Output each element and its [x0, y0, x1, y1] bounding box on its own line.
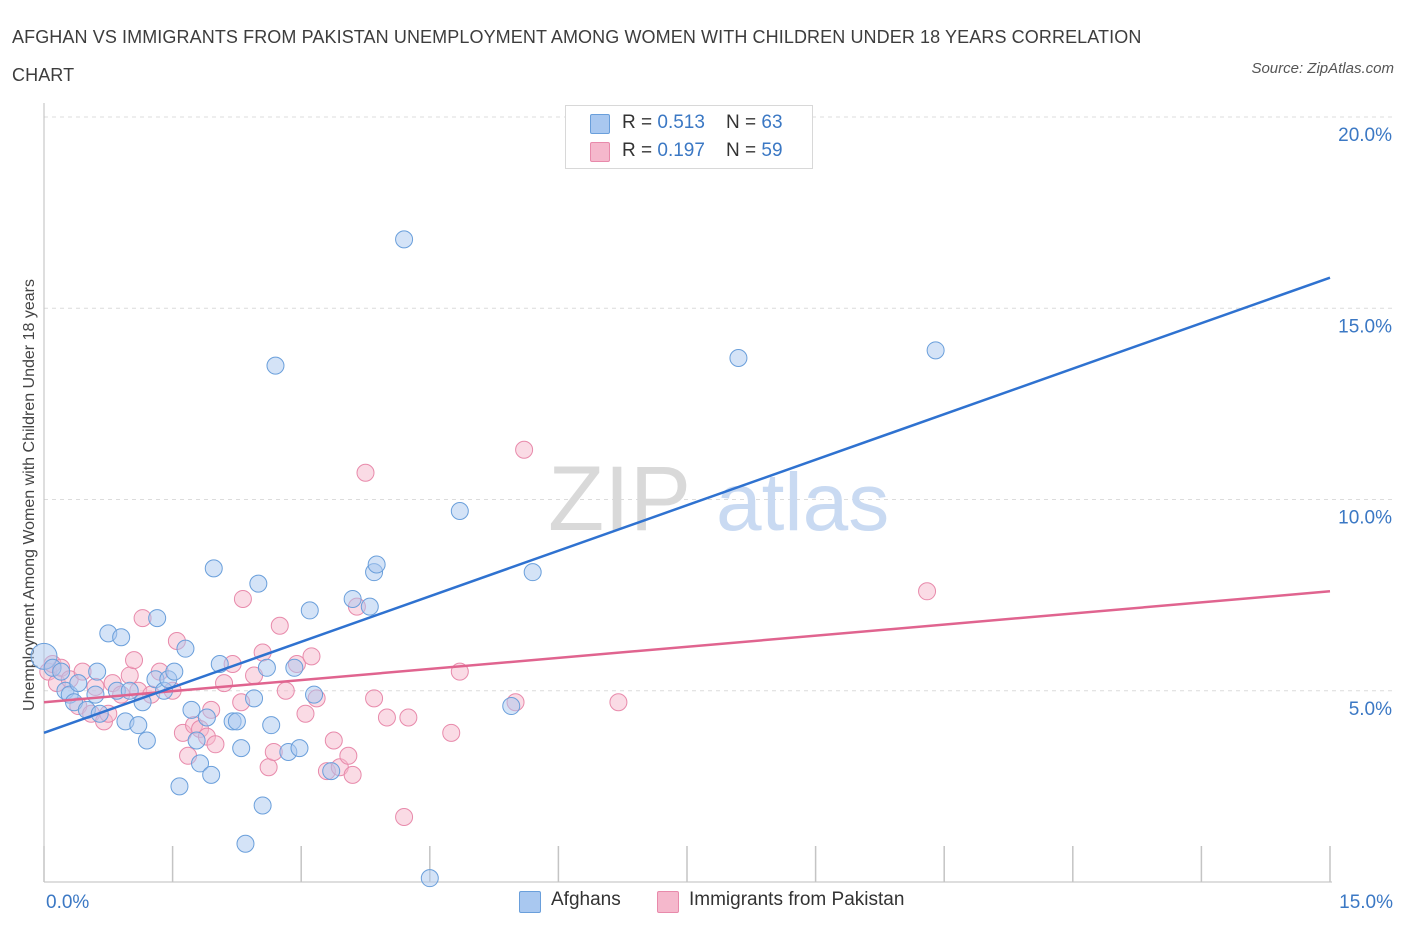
- pakistan-point: [399, 708, 418, 727]
- pakistan-point: [302, 647, 321, 666]
- y-tick-label: 5.0%: [1349, 699, 1392, 720]
- afghans-point: [322, 762, 341, 781]
- pakistan-point: [365, 689, 384, 708]
- bottom-legend-label-pakistan: Immigrants from Pakistan: [689, 889, 905, 910]
- afghans-point: [52, 662, 71, 681]
- bottom-legend-label-afghans: Afghans: [551, 889, 621, 910]
- watermark-atlas: atlas: [716, 457, 889, 548]
- pakistan-point: [206, 735, 225, 754]
- afghans-point: [420, 869, 439, 888]
- legend: R = 0.513 N = 63 R = 0.197 N = 59: [565, 105, 813, 169]
- pakistan-point: [233, 589, 252, 608]
- afghans-point: [266, 356, 285, 375]
- afghans-points: [30, 230, 945, 888]
- legend-r-value-pakistan: 0.197: [657, 140, 705, 161]
- pakistan-point: [515, 440, 534, 459]
- pakistan-point: [377, 708, 396, 727]
- source-label: Source: ZipAtlas.com: [1251, 60, 1394, 77]
- pakistan-point: [339, 746, 358, 765]
- legend-n-label: N =: [726, 140, 762, 161]
- afghans-point: [197, 708, 216, 727]
- afghans-point: [360, 597, 379, 616]
- y-tick-label: 10.0%: [1338, 508, 1392, 529]
- afghans-point: [300, 601, 319, 620]
- afghans-point: [232, 739, 251, 758]
- pakistan-point: [395, 807, 414, 826]
- afghans-point: [227, 712, 246, 731]
- afghans-point: [187, 731, 206, 750]
- afghans-point: [129, 716, 148, 735]
- y-tick-label: 15.0%: [1338, 316, 1392, 337]
- tick-label-layer: 5.0% 10.0% 15.0% 20.0% 0.0% 15.0%: [46, 125, 1393, 913]
- trend-layer: [43, 276, 1331, 735]
- legend-n-value-pakistan: 59: [761, 140, 783, 161]
- afghans-point: [523, 563, 542, 582]
- x-tick-label: 15.0%: [1339, 892, 1393, 913]
- afghans-point: [926, 341, 945, 360]
- afghans-point: [502, 697, 521, 716]
- afghans-point: [249, 574, 268, 593]
- axis-layer: [43, 103, 1332, 883]
- chart-title: AFGHAN VS IMMIGRANTS FROM PAKISTAN UNEMP…: [12, 27, 1142, 85]
- afghans-point: [182, 700, 201, 719]
- pakistan-point: [356, 463, 375, 482]
- x-tick-label: 0.0%: [46, 892, 89, 913]
- afghans-point: [86, 685, 105, 704]
- pakistan-trend-line: [43, 590, 1331, 704]
- afghans-point: [367, 555, 386, 574]
- pakistan-point: [343, 765, 362, 784]
- afghans-point: [257, 658, 276, 677]
- pakistan-point: [276, 681, 295, 700]
- afghans-trend-line: [43, 276, 1331, 735]
- pakistan-point: [215, 674, 234, 693]
- bottom-legend-swatch-afghans: [519, 891, 541, 913]
- pakistan-point: [918, 582, 937, 601]
- afghans-point: [290, 739, 309, 758]
- legend-swatch-pakistan: [590, 142, 610, 162]
- afghans-point: [236, 834, 255, 853]
- afghans-point: [69, 674, 88, 693]
- bottom-legend-swatch-pakistan: [657, 891, 679, 913]
- afghans-point: [395, 230, 414, 249]
- legend-n-label: N =: [726, 112, 762, 133]
- y-tick-label: 20.0%: [1338, 125, 1392, 146]
- afghans-point: [112, 628, 131, 647]
- pakistan-point: [324, 731, 343, 750]
- pakistan-point: [259, 758, 278, 777]
- afghans-point: [450, 501, 469, 520]
- afghans-point: [202, 765, 221, 784]
- pakistan-point: [609, 693, 628, 712]
- afghans-point: [165, 662, 184, 681]
- afghans-point: [253, 796, 272, 815]
- pakistan-point: [442, 723, 461, 742]
- legend-r-label: R =: [622, 140, 658, 161]
- watermark: ZIP atlas: [548, 448, 889, 550]
- afghans-point: [262, 716, 281, 735]
- legend-swatch-afghans: [590, 114, 610, 134]
- afghans-point: [88, 662, 107, 681]
- pakistan-point: [270, 616, 289, 635]
- afghans-point: [204, 559, 223, 578]
- pakistan-point: [120, 666, 139, 685]
- afghans-point: [729, 348, 748, 367]
- afghans-point: [285, 658, 304, 677]
- afghans-point: [305, 685, 324, 704]
- afghans-point: [191, 754, 210, 773]
- watermark-zip: ZIP: [548, 448, 691, 550]
- afghans-point: [245, 689, 264, 708]
- afghans-point: [170, 777, 189, 796]
- legend-r-value-afghans: 0.513: [657, 112, 705, 133]
- afghans-point: [148, 609, 167, 628]
- pakistan-point: [296, 704, 315, 723]
- pakistan-point: [125, 651, 144, 670]
- afghans-point: [137, 731, 156, 750]
- legend-r-label: R =: [622, 112, 658, 133]
- legend-n-value-afghans: 63: [761, 112, 783, 133]
- afghans-point: [176, 639, 195, 658]
- afghans-point: [343, 589, 362, 608]
